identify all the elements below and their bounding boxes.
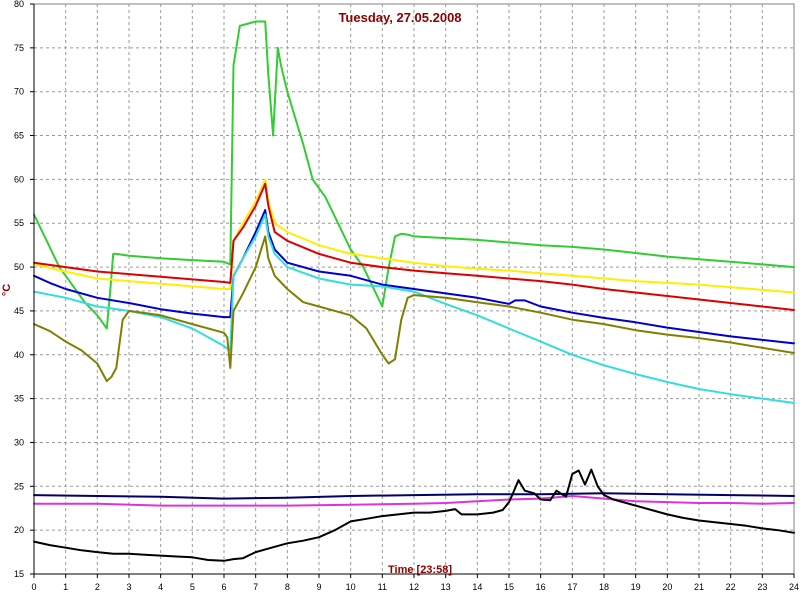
x-tick-label: 21 [694, 582, 704, 592]
y-tick-label: 50 [14, 262, 24, 272]
x-tick-label: 24 [789, 582, 799, 592]
x-tick-label: 17 [567, 582, 577, 592]
x-tick-label: 19 [631, 582, 641, 592]
x-tick-label: 20 [662, 582, 672, 592]
series-line-5 [33, 213, 795, 404]
y-tick-label: 40 [14, 350, 24, 360]
y-tick-label: 25 [14, 481, 24, 491]
axes: 0 1 2 3 4 5 6 7 8 9 10 11 12 13 14 15 16 17 18 19 20 21 22 23 24… [14, 0, 799, 592]
x-tick-label: 13 [441, 582, 451, 592]
y-tick-label: 65 [14, 131, 24, 141]
x-tick-label: 7 [253, 582, 258, 592]
x-tick-label: 2 [95, 582, 100, 592]
series-line-6 [33, 235, 795, 383]
y-tick-label: 70 [14, 87, 24, 97]
y-tick-label: 55 [14, 218, 24, 228]
x-tick-label: 12 [409, 582, 419, 592]
series-line-8 [33, 495, 795, 507]
y-tick-label: 35 [14, 394, 24, 404]
x-tick-label: 23 [757, 582, 767, 592]
y-tick-label: 30 [14, 437, 24, 447]
series-line-7 [33, 492, 795, 500]
x-tick-label: 4 [158, 582, 163, 592]
y-axis-label: °C [1, 284, 13, 296]
x-tick-label: 14 [472, 582, 482, 592]
x-tick-label: 8 [285, 582, 290, 592]
x-tick-label: 1 [63, 582, 68, 592]
x-tick-label: 0 [31, 582, 36, 592]
x-tick-label: 6 [221, 582, 226, 592]
x-tick-label: 9 [316, 582, 321, 592]
y-tick-label: 80 [14, 0, 24, 9]
y-tick-label: 75 [14, 43, 24, 53]
x-tick-label: 3 [126, 582, 131, 592]
series-line-2 [33, 178, 795, 294]
chart-title: Tuesday, 27.05.2008 [338, 10, 461, 25]
x-tick-label: 18 [599, 582, 609, 592]
y-tick-label: 45 [14, 306, 24, 316]
y-tick-label: 20 [14, 525, 24, 535]
y-tick-label: 60 [14, 174, 24, 184]
series-line-9 [33, 468, 795, 562]
series-group [33, 20, 795, 562]
x-tick-label: 10 [346, 582, 356, 592]
grid [34, 4, 794, 574]
x-tick-label: 5 [190, 582, 195, 592]
series-line-3 [33, 182, 795, 311]
x-axis-label: Time [23:58] [388, 564, 452, 576]
x-tick-label: 16 [536, 582, 546, 592]
x-tick-label: 22 [726, 582, 736, 592]
x-tick-label: 15 [504, 582, 514, 592]
x-tick-label: 11 [378, 582, 387, 592]
series-line-4 [33, 209, 795, 345]
series-line-1 [33, 20, 795, 330]
y-tick-label: 15 [14, 569, 24, 579]
